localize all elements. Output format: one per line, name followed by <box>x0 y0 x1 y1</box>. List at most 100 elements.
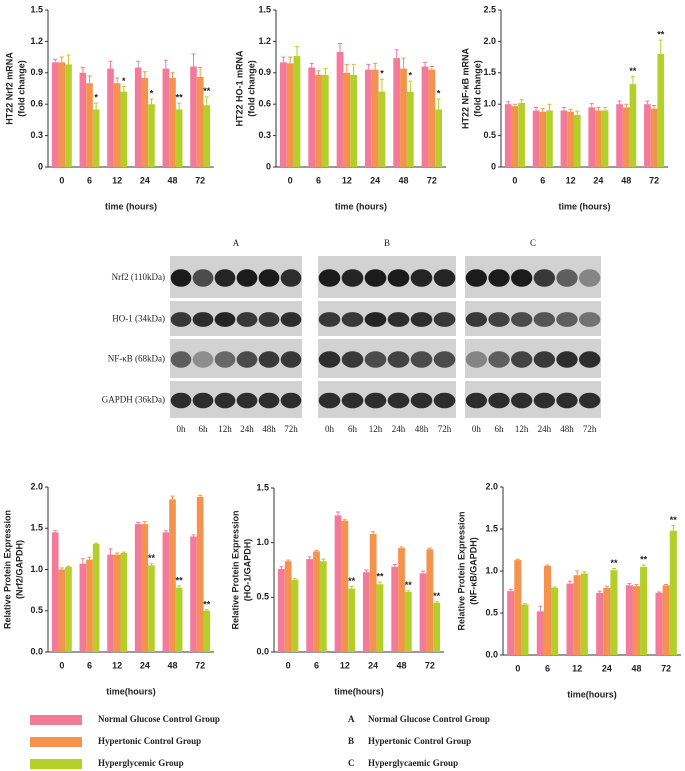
bar <box>293 56 301 168</box>
error-bar <box>589 103 594 108</box>
legend-label: Normal Glucose Control Group <box>98 714 220 724</box>
blot-band <box>318 312 341 327</box>
error-bar <box>522 603 527 605</box>
bar <box>348 588 356 652</box>
bar <box>107 68 114 167</box>
x-tick-label: 72 <box>195 175 205 185</box>
blot-band <box>341 351 364 368</box>
bar <box>92 109 100 167</box>
error-bar <box>108 548 113 555</box>
blot-band <box>387 351 410 368</box>
bar <box>134 67 142 167</box>
blot-band <box>387 269 410 287</box>
bar <box>433 602 441 652</box>
blot-band <box>192 392 214 409</box>
blot-band <box>214 312 236 327</box>
error-bar <box>421 570 426 574</box>
legend-label: Hyperglycemic Group <box>98 758 184 768</box>
blot-band <box>433 312 456 327</box>
bar <box>406 91 414 167</box>
lane-label: 6h <box>495 424 505 434</box>
blot-background <box>318 256 456 298</box>
bar <box>306 559 314 652</box>
x-tick-label: 12 <box>340 660 350 670</box>
y-axis-label: Relative Protein Expression <box>456 511 466 630</box>
row-label: HO-1 (34kDa) <box>112 314 165 324</box>
lane-label: 6h <box>348 424 358 434</box>
bar <box>536 611 544 655</box>
y-tick-label: 0.3 <box>30 130 43 140</box>
y-axis-label: (HO-1/GAPDH) <box>242 539 252 602</box>
bar <box>400 68 407 167</box>
bar <box>596 592 604 655</box>
bar <box>650 108 658 167</box>
blot-band <box>579 351 601 368</box>
blot-band <box>170 269 192 287</box>
blot-background <box>170 301 302 336</box>
error-bar <box>427 547 432 550</box>
lane-label: 12h <box>369 424 383 434</box>
y-tick-label: 0.6 <box>258 99 271 109</box>
bar <box>86 559 93 652</box>
error-bar <box>519 99 524 103</box>
error-bar <box>191 53 196 67</box>
x-tick-label: 0 <box>515 663 520 673</box>
blot-band <box>465 312 487 327</box>
bar <box>632 586 641 655</box>
blot-background <box>465 339 601 378</box>
legend-letter: C <box>348 758 355 768</box>
x-tick-label: 12 <box>342 175 352 185</box>
blot-band <box>488 312 510 327</box>
blot-background <box>318 301 456 336</box>
x-tick-label: 12 <box>112 660 122 670</box>
lane-label: 24h <box>538 424 552 434</box>
error-bar <box>406 590 411 592</box>
bar <box>595 110 602 167</box>
bar <box>507 591 515 655</box>
lane-label: 0h <box>325 424 335 434</box>
error-bar <box>115 552 120 555</box>
y-tick-label: 1.0 <box>483 99 496 109</box>
bar <box>419 573 427 652</box>
x-tick-label: 24 <box>593 175 603 185</box>
error-bar <box>288 56 293 64</box>
error-bar <box>641 564 646 567</box>
legend-label: Hypertonic Control Group <box>368 736 471 746</box>
lane-label: 48h <box>560 424 574 434</box>
significance-mark: ** <box>376 571 384 581</box>
bar <box>162 68 170 167</box>
error-bar <box>177 102 182 110</box>
bar <box>148 565 155 652</box>
blot-band <box>410 269 433 287</box>
x-axis-label: time (hours) <box>335 201 387 211</box>
bar <box>51 62 59 168</box>
bar <box>190 66 197 167</box>
bar <box>291 579 299 652</box>
bar <box>308 67 316 167</box>
bar <box>518 102 525 167</box>
error-bar <box>373 62 378 70</box>
blot-band <box>341 312 364 327</box>
x-tick-label: 0 <box>512 175 517 185</box>
blot-band <box>364 392 387 409</box>
error-bar <box>59 567 64 570</box>
significance-mark: * <box>380 68 384 78</box>
blot-band <box>318 392 341 409</box>
x-tick-label: 48 <box>167 660 177 670</box>
blot-band <box>170 312 192 327</box>
blot-band <box>387 312 410 327</box>
error-bar <box>66 565 71 568</box>
bar <box>514 560 522 655</box>
error-bar <box>281 56 286 63</box>
y-tick-label: 1.2 <box>30 36 43 46</box>
significance-mark: ** <box>610 558 618 568</box>
bar <box>566 583 574 655</box>
error-bar <box>596 106 601 111</box>
error-bar <box>575 570 580 576</box>
error-bar <box>323 68 328 75</box>
x-tick-label: 6 <box>314 660 319 670</box>
x-tick-label: 48 <box>631 663 641 673</box>
y-axis-label: HT22 NF-κB mRNA <box>460 47 470 129</box>
error-bar <box>545 564 550 566</box>
x-tick-label: 24 <box>602 663 612 673</box>
